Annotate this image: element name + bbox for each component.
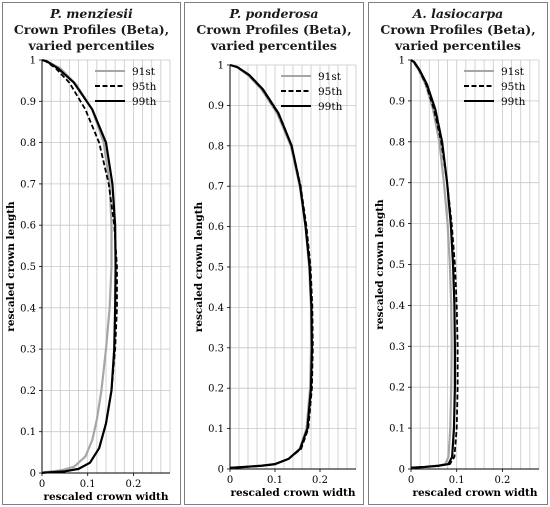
y-tick-label: 0.9: [20, 97, 36, 108]
y-tick-label: 0.5: [20, 262, 36, 273]
series-line-99th: [410, 59, 456, 469]
y-tick-label: 0.4: [20, 303, 36, 314]
y-tick-label: 0.7: [389, 178, 405, 189]
y-tick-label: 0.6: [20, 221, 36, 232]
y-axis-label: rescaled crown length: [374, 199, 386, 330]
legend-label-91st: 91st: [132, 66, 156, 78]
x-tick-label: 0: [227, 475, 233, 486]
x-tick-label: 0: [39, 479, 45, 490]
series-line-91st: [410, 59, 453, 469]
legend-label-99th: 99th: [132, 96, 157, 108]
series-line-99th: [41, 58, 117, 475]
y-tick-label: 0.7: [20, 179, 36, 190]
x-tick-label: 0: [408, 475, 414, 486]
y-tick-label: 0.2: [208, 384, 224, 395]
legend-label-91st: 91st: [501, 66, 525, 78]
y-tick-label: 0.1: [20, 427, 36, 438]
chart-title-line-1: Crown Profiles (Beta),: [13, 22, 170, 37]
y-tick-label: 0: [30, 469, 36, 480]
y-tick-label: 1: [30, 56, 36, 67]
chart-title: A. lasiocarpa Crown Profiles (Beta), var…: [369, 6, 547, 54]
chart-plot: 00.10.20.30.40.50.60.70.80.910 0.1 0.2resc…: [374, 56, 540, 499]
chart-plot: 00.10.20.30.40.50.60.70.80.910 0.1 0.2resc…: [193, 61, 357, 499]
chart-plot: 00.10.20.30.40.50.60.70.80.910 0.1 0.2resc…: [5, 56, 171, 503]
y-tick-label: 0.9: [208, 101, 224, 112]
y-tick-label: 0.4: [208, 303, 224, 314]
y-axis-label: rescaled crown length: [193, 201, 205, 332]
chart-title: P. ponderosa Crown Profiles (Beta), vari…: [185, 6, 363, 54]
chart-title-line-1: Crown Profiles (Beta),: [196, 22, 352, 37]
legend-label-95th: 95th: [132, 81, 157, 93]
chart-title-line-2: varied percentiles: [28, 38, 155, 53]
y-tick-label: 0.5: [208, 263, 224, 274]
chart-title-species: P. ponderosa: [229, 6, 319, 21]
chart-title-line-2: varied percentiles: [211, 38, 337, 53]
x-axis-label: rescaled crown width: [412, 487, 537, 499]
series-line-91st: [229, 63, 313, 469]
y-tick-label: 0.7: [208, 182, 224, 193]
x-tick-label: 0.2: [125, 479, 141, 490]
y-tick-label: 0.8: [389, 137, 405, 148]
chart-panel-lasiocarpa: A. lasiocarpa Crown Profiles (Beta), var…: [368, 2, 548, 505]
y-tick-label: 0.3: [208, 343, 224, 354]
x-tick-label: 0.2: [494, 475, 510, 486]
legend-label-99th: 99th: [501, 96, 526, 108]
x-axis-label: rescaled crown width: [43, 491, 168, 503]
legend-label-95th: 95th: [318, 86, 343, 98]
chart-title-line-1: Crown Profiles (Beta),: [380, 22, 536, 37]
y-tick-label: 0.6: [208, 222, 224, 233]
y-tick-label: 0: [218, 465, 224, 476]
y-tick-label: 0.5: [389, 260, 405, 271]
y-tick-label: 0.4: [389, 301, 405, 312]
y-tick-label: 1: [218, 61, 224, 72]
y-tick-label: 0.9: [389, 96, 405, 107]
series-line-95th: [410, 59, 459, 469]
x-axis-label: rescaled crown width: [230, 487, 355, 499]
x-tick-label: 0.1: [80, 479, 96, 490]
y-tick-label: 0.2: [389, 383, 405, 394]
y-tick-label: 0.8: [208, 141, 224, 152]
legend-label-95th: 95th: [501, 81, 526, 93]
x-tick-label: 0.2: [312, 475, 328, 486]
chart-title-species: A. lasiocarpa: [412, 6, 504, 21]
legend-label-91st: 91st: [318, 71, 342, 83]
chart-panel-ponderosa: P. ponderosa Crown Profiles (Beta), vari…: [184, 2, 364, 505]
x-tick-label: 0.1: [449, 475, 465, 486]
y-tick-label: 1: [399, 56, 405, 67]
y-tick-label: 0.1: [389, 424, 405, 435]
series-line-95th: [229, 64, 314, 469]
y-tick-label: 0: [399, 465, 405, 476]
chart-title-species: P. menziesii: [50, 6, 133, 21]
chart-title-line-2: varied percentiles: [395, 38, 521, 53]
y-tick-label: 0.3: [389, 342, 405, 353]
y-tick-label: 0.3: [20, 345, 36, 356]
chart-title: P. menziesii Crown Profiles (Beta), vari…: [3, 6, 180, 54]
y-tick-label: 0.6: [389, 219, 405, 230]
y-tick-label: 0.8: [20, 138, 36, 149]
y-axis-label: rescaled crown length: [5, 201, 17, 332]
y-tick-label: 0.1: [208, 424, 224, 435]
series-line-99th: [229, 63, 313, 469]
y-tick-label: 0.2: [20, 386, 36, 397]
chart-panel-menziesii: P. menziesii Crown Profiles (Beta), vari…: [2, 2, 181, 505]
x-tick-label: 0.1: [267, 475, 283, 486]
legend-label-99th: 99th: [318, 101, 343, 113]
